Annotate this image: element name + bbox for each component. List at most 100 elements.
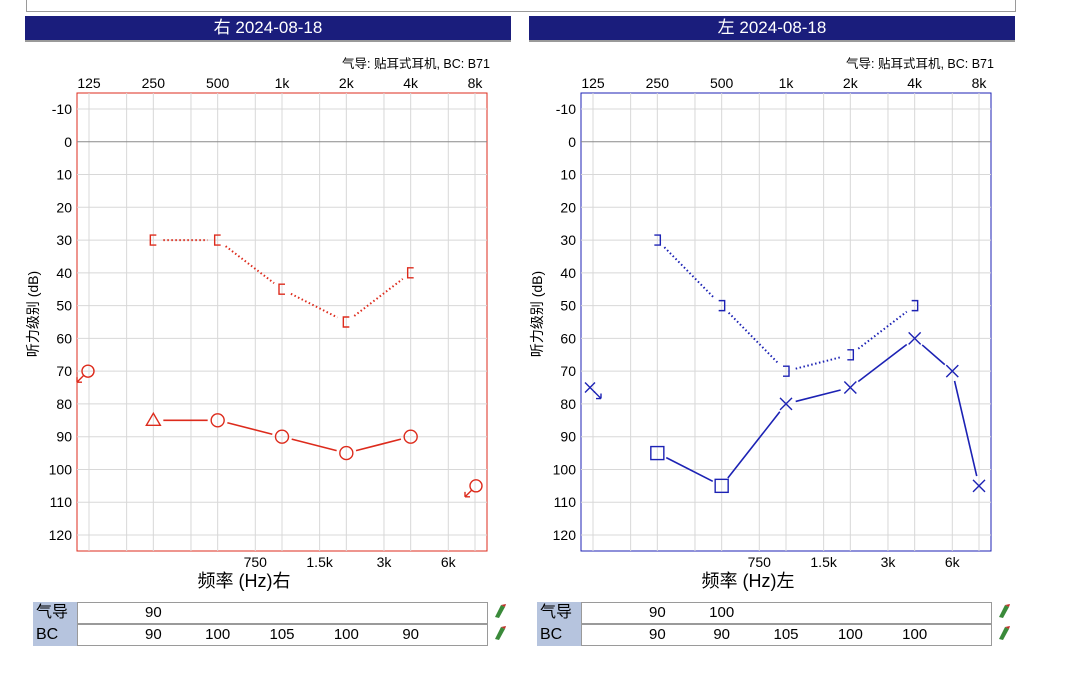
x-tick-label-top: 2k (339, 75, 355, 91)
table-row-label: 气导 (33, 602, 79, 624)
x-tick-label-top: 4k (403, 75, 419, 91)
table-cell-value: 90 (648, 604, 666, 621)
x-tick-label-bottom: 3k (881, 554, 897, 570)
y-tick-label: 50 (56, 298, 72, 314)
x-tick-label-top: 8k (972, 75, 988, 91)
y-tick-label: 0 (568, 134, 576, 150)
x-tick-label-top: 1k (779, 75, 795, 91)
marker-bracket (911, 299, 919, 312)
marker-x (972, 479, 986, 493)
marker-bracket (278, 283, 285, 295)
marker-circle (210, 413, 225, 428)
y-tick-label: 110 (554, 494, 577, 510)
marker-x (945, 364, 959, 378)
table-row (77, 602, 488, 624)
arrow-icon (593, 391, 602, 400)
x-tick-label-bottom: 1.5k (810, 554, 837, 570)
x-tick-label-top: 500 (206, 75, 230, 91)
marker-x (843, 381, 857, 395)
x-tick-label-bottom: 6k (945, 554, 961, 570)
series-line-segment (953, 380, 978, 477)
arrow-icon (464, 489, 473, 498)
series-line-segment (727, 411, 781, 479)
y-axis-label: 听力级别 (dB) (25, 271, 41, 357)
table-cell-value: 100 (333, 626, 359, 643)
y-tick-label: 40 (560, 265, 576, 281)
marker-no-response (81, 364, 95, 378)
y-tick-label: -10 (556, 101, 576, 117)
right-transducer-label: 气导: 贴耳式耳机, BC: B71 (342, 57, 490, 71)
series-line-segment (290, 292, 338, 319)
x-tick-label-bottom: 3k (377, 554, 393, 570)
marker-triangle (145, 411, 162, 427)
x-tick-label-top: 125 (77, 75, 101, 91)
x-axis-label: 频率 (Hz)左 (702, 571, 795, 591)
marker-circle (403, 429, 418, 444)
masking-icon[interactable] (492, 625, 508, 646)
x-tick-label-top: 4k (907, 75, 923, 91)
y-tick-label: 20 (560, 199, 576, 215)
marker-square (650, 445, 665, 461)
table-cell-value: 90 (713, 626, 730, 643)
table-cell-value: 100 (837, 626, 863, 643)
masking-icon[interactable] (996, 603, 1012, 624)
x-tick-label-top: 250 (142, 75, 166, 91)
marker-bracket (342, 316, 350, 328)
y-tick-label: 100 (553, 461, 577, 477)
series-line-segment (857, 343, 908, 383)
marker-circle (274, 429, 290, 444)
x-tick-label-bottom: 750 (748, 554, 772, 570)
left-ear-header: 左 2024-08-18 (529, 16, 1015, 42)
series-line-segment (291, 438, 337, 452)
y-tick-label: 90 (560, 429, 576, 445)
y-tick-label: 90 (56, 429, 72, 445)
marker-bracket (654, 234, 662, 246)
y-tick-label: 120 (49, 527, 73, 543)
x-tick-label-top: 2k (843, 75, 859, 91)
arrow-icon (76, 374, 85, 383)
series-bone_masked (654, 234, 919, 377)
y-axis-label: 听力级别 (dB) (529, 271, 545, 357)
series-line-segment (795, 389, 841, 403)
table-cell-value: 105 (269, 626, 295, 643)
series-air (650, 331, 986, 494)
series-line-segment (355, 438, 402, 452)
y-tick-label: 110 (50, 494, 73, 510)
table-cell-value: 90 (648, 626, 666, 643)
x-tick-label-top: 250 (646, 75, 670, 91)
marker-x (908, 331, 922, 345)
right-ear-header: 右 2024-08-18 (25, 16, 511, 42)
y-tick-label: 70 (560, 363, 576, 379)
y-tick-label: 40 (56, 265, 72, 281)
table-row-label: BC (537, 624, 583, 646)
marker-square (714, 478, 729, 494)
marker-no-response (584, 382, 596, 394)
marker-bracket (149, 234, 157, 246)
masking-icon[interactable] (492, 603, 508, 624)
y-tick-label: 50 (560, 298, 576, 314)
y-tick-label: 30 (56, 232, 72, 248)
series-no_response (584, 382, 602, 400)
left-transducer-label: 气导: 贴耳式耳机, BC: B71 (846, 57, 994, 71)
y-tick-label: 20 (56, 199, 72, 215)
y-tick-label: 60 (56, 330, 72, 346)
x-tick-label-top: 125 (581, 75, 605, 91)
x-tick-label-bottom: 750 (244, 554, 268, 570)
marker-bracket (847, 349, 855, 361)
marker-bracket (718, 299, 726, 312)
x-axis-label: 频率 (Hz)右 (198, 571, 291, 591)
top-frame (26, 0, 1016, 12)
audiogram-right: 125 250 500 1k 2k 4k 8k 750 1.5k 3k 6k -10 0 10 20 30 40… (25, 75, 488, 591)
y-tick-label: 30 (560, 232, 576, 248)
x-tick-label-top: 1k (275, 75, 291, 91)
masking-icon[interactable] (996, 625, 1012, 646)
marker-x (779, 397, 793, 411)
table-row (77, 624, 488, 646)
marker-circle (339, 445, 354, 461)
x-tick-label-top: 500 (710, 75, 734, 91)
table-row (581, 602, 992, 624)
series-line-segment (665, 456, 714, 483)
y-tick-label: 100 (49, 461, 73, 477)
table-row-label: 气导 (537, 602, 583, 624)
